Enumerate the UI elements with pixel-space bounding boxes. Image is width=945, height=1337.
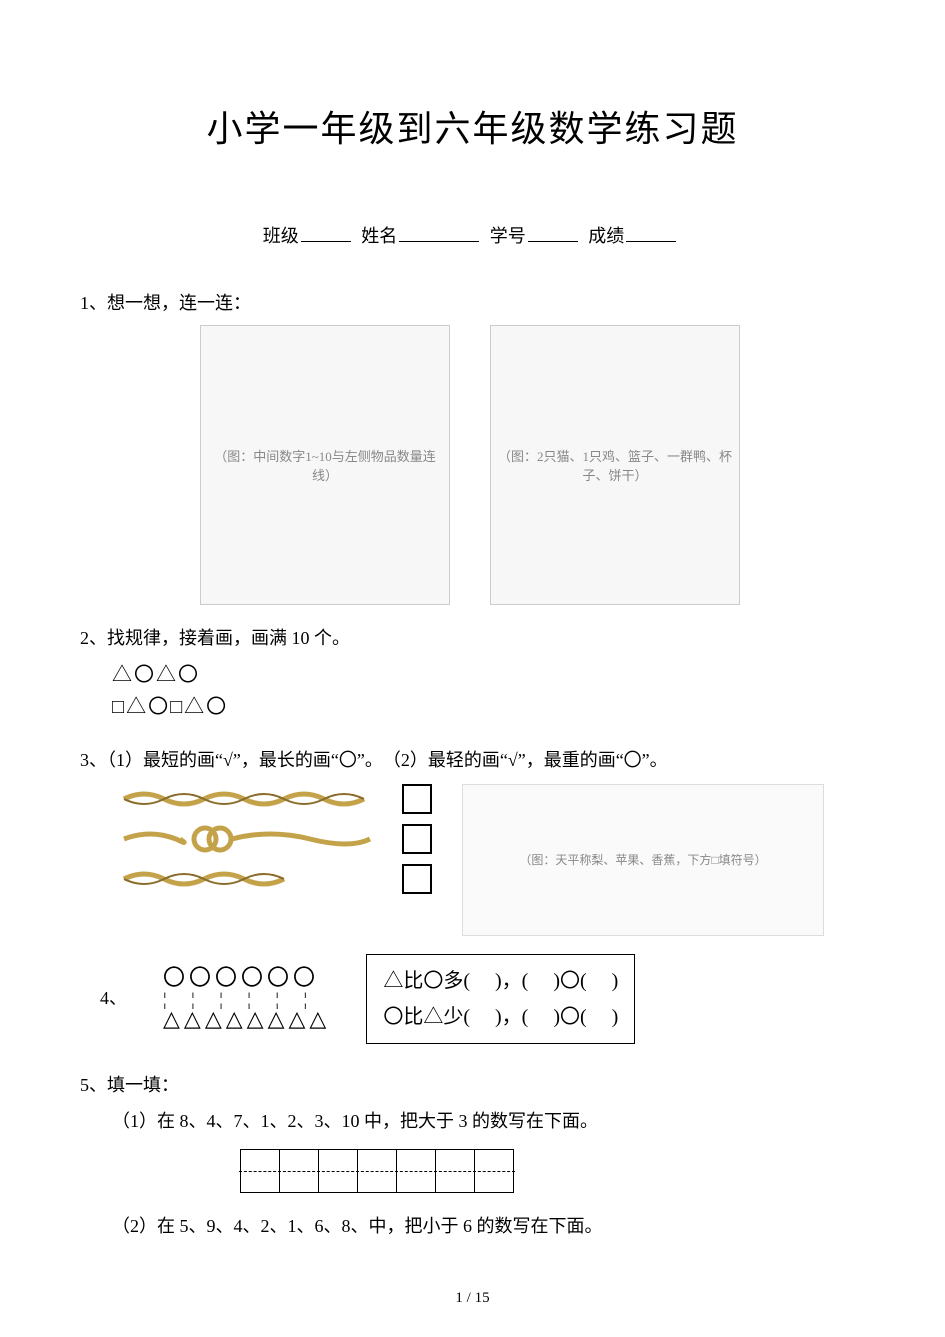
id-label: 学号: [490, 226, 526, 246]
q2-text: 2、找规律，接着画，画满 10 个。: [80, 623, 865, 654]
q1-figures: （图：中间数字1~10与左侧物品数量连线） （图：2只猫、1只鸡、篮子、一群鸭、…: [200, 325, 865, 605]
q4-box-line2[interactable]: 〇比△少( )，( )〇( ): [383, 999, 618, 1035]
name-label: 姓名: [361, 226, 397, 246]
q3-ropes: [112, 784, 432, 904]
id-blank[interactable]: [528, 223, 578, 242]
class-label: 班级: [263, 226, 299, 246]
q5-cell[interactable]: [241, 1149, 280, 1192]
q2-pattern-2: □△〇□△〇: [112, 691, 865, 723]
student-info-line: 班级 姓名 学号 成绩: [80, 222, 865, 248]
q4-num: 4、: [100, 983, 127, 1014]
q1-text: 1、想一想，连一连：: [80, 288, 865, 319]
q3-text: 3、（1）最短的画“√”，最长的画“〇”。 （2）最轻的画“√”，最重的画“〇”…: [80, 745, 865, 776]
q5-cell[interactable]: [436, 1149, 475, 1192]
q4-answer-box: △比〇多( )，( )〇( ) 〇比△少( )，( )〇( ): [366, 954, 635, 1044]
q2-pattern-1: △〇△〇: [112, 659, 865, 691]
rope-row-2: [112, 824, 432, 854]
q4-triangles: △△△△△△△△: [163, 1006, 330, 1032]
q5-cell[interactable]: [280, 1149, 319, 1192]
q5-part2: （2）在 5、9、4、2、1、6、8、中，把小于 6 的数写在下面。: [112, 1211, 865, 1242]
score-blank[interactable]: [626, 223, 676, 242]
q5-table: [240, 1149, 514, 1193]
q4-shapes: 〇〇〇〇〇〇 ¦ ¦ ¦ ¦ ¦ ¦ △△△△△△△△: [163, 965, 330, 1032]
page-title: 小学一年级到六年级数学练习题: [80, 100, 865, 152]
page-number: 1 / 15: [0, 1290, 945, 1307]
q1-figure-right: （图：2只猫、1只鸡、篮子、一群鸭、杯子、饼干）: [490, 325, 740, 605]
rope-row-1: [112, 784, 432, 814]
scale-figure: （图：天平称梨、苹果、香蕉，下方□填符号）: [462, 784, 824, 936]
q5-cell[interactable]: [475, 1149, 514, 1192]
name-blank[interactable]: [399, 223, 479, 242]
q4-circles: 〇〇〇〇〇〇: [163, 965, 330, 991]
q4-box-line1[interactable]: △比〇多( )，( )〇( ): [383, 963, 618, 999]
q3-content: （图：天平称梨、苹果、香蕉，下方□填符号）: [112, 784, 865, 936]
q5-cell[interactable]: [319, 1149, 358, 1192]
rope-knot-icon: [112, 824, 388, 854]
score-label: 成绩: [588, 226, 624, 246]
q5-text: 5、填一填：: [80, 1070, 865, 1101]
q3-scales: （图：天平称梨、苹果、香蕉，下方□填符号）: [462, 784, 822, 936]
q5-answer-grid[interactable]: [240, 1149, 865, 1193]
class-blank[interactable]: [301, 223, 351, 242]
page: 小学一年级到六年级数学练习题 班级 姓名 学号 成绩 1、想一想，连一连： （图…: [0, 0, 945, 1337]
rope-short-icon: [112, 867, 388, 891]
rope-1-checkbox[interactable]: [402, 784, 432, 814]
q5-cell[interactable]: [358, 1149, 397, 1192]
q5-part1: （1）在 8、4、7、1、2、3、10 中，把大于 3 的数写在下面。: [112, 1106, 865, 1137]
q5-cell[interactable]: [397, 1149, 436, 1192]
rope-long-icon: [112, 787, 388, 811]
q1-figure-left: （图：中间数字1~10与左侧物品数量连线）: [200, 325, 450, 605]
q4-row: 4、 〇〇〇〇〇〇 ¦ ¦ ¦ ¦ ¦ ¦ △△△△△△△△ △比〇多( )，(…: [100, 954, 865, 1044]
rope-3-checkbox[interactable]: [402, 864, 432, 894]
q4-dashes: ¦ ¦ ¦ ¦ ¦ ¦: [163, 992, 330, 1006]
rope-row-3: [112, 864, 432, 894]
rope-2-checkbox[interactable]: [402, 824, 432, 854]
